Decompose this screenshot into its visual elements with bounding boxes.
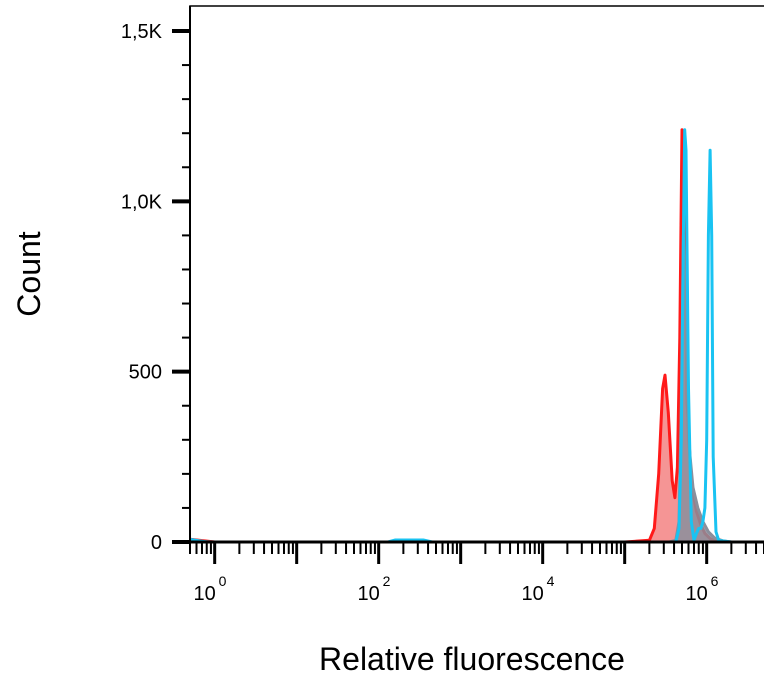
series-0-area xyxy=(190,129,764,543)
series-2-line xyxy=(189,128,764,544)
x-axis-title: Relative fluorescence xyxy=(319,641,625,677)
x-tick-exponent: 4 xyxy=(547,573,555,589)
x-tick-label: 10 xyxy=(358,583,380,605)
y-tick-label: 500 xyxy=(129,362,162,384)
x-tick-label: 10 xyxy=(194,583,216,605)
x-tick-label: 10 xyxy=(522,583,544,605)
y-axis-title: Count xyxy=(11,231,47,317)
y-tick-label: 1,0K xyxy=(121,191,163,213)
axes-layer xyxy=(172,5,764,564)
y-tick-label: 0 xyxy=(151,532,162,554)
x-tick-exponent: 6 xyxy=(711,573,719,589)
series-layer xyxy=(189,128,764,544)
y-tick-label: 1,5K xyxy=(121,21,163,43)
x-tick-exponent: 0 xyxy=(219,573,227,589)
x-tick-label: 10 xyxy=(686,583,708,605)
x-tick-exponent: 2 xyxy=(383,573,391,589)
